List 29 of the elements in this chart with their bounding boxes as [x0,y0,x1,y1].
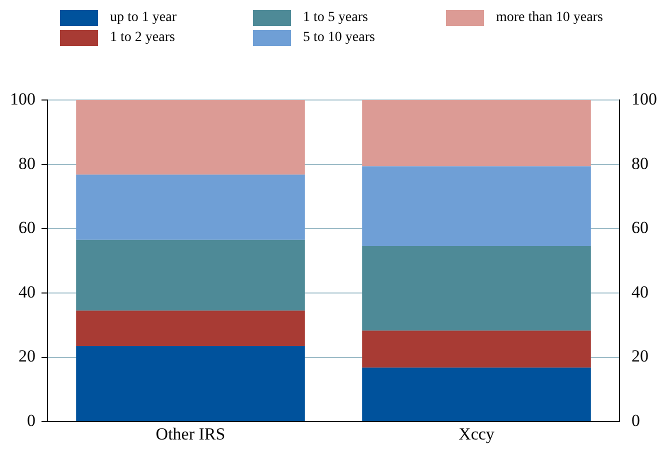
legend-label: 1 to 2 years [110,30,175,46]
bar [76,174,305,240]
legend-label: up to 1 year [110,10,176,26]
bar [76,346,305,422]
y2-tick-label: 80 [632,154,648,173]
bar [76,100,305,175]
legend-label: 5 to 10 years [303,30,375,46]
y2-tick-label: 20 [632,346,648,366]
y2-tick-label: 0 [632,411,640,430]
legend-label: more than 10 years [496,10,603,26]
x-tick-label: Other IRS [156,424,226,444]
bar [362,100,591,166]
y-tick-label: 80 [18,154,36,173]
y2-tick-label: 100 [632,89,657,108]
bar [362,368,591,422]
y-tick-label: 20 [18,346,36,366]
y2-tick-label: 60 [632,218,648,238]
y-tick-label: 40 [18,282,36,302]
legend-label: 1 to 5 years [303,10,368,26]
bar [362,166,591,246]
y-tick-label: 100 [10,89,36,108]
y-tick-label: 60 [18,218,36,238]
x-tick-label: Xccy [458,424,495,444]
bar [76,240,305,311]
bar [362,330,591,368]
y2-tick-label: 40 [632,282,648,302]
bar [76,310,305,346]
y-tick-label: 0 [27,411,36,430]
bar [362,246,591,331]
